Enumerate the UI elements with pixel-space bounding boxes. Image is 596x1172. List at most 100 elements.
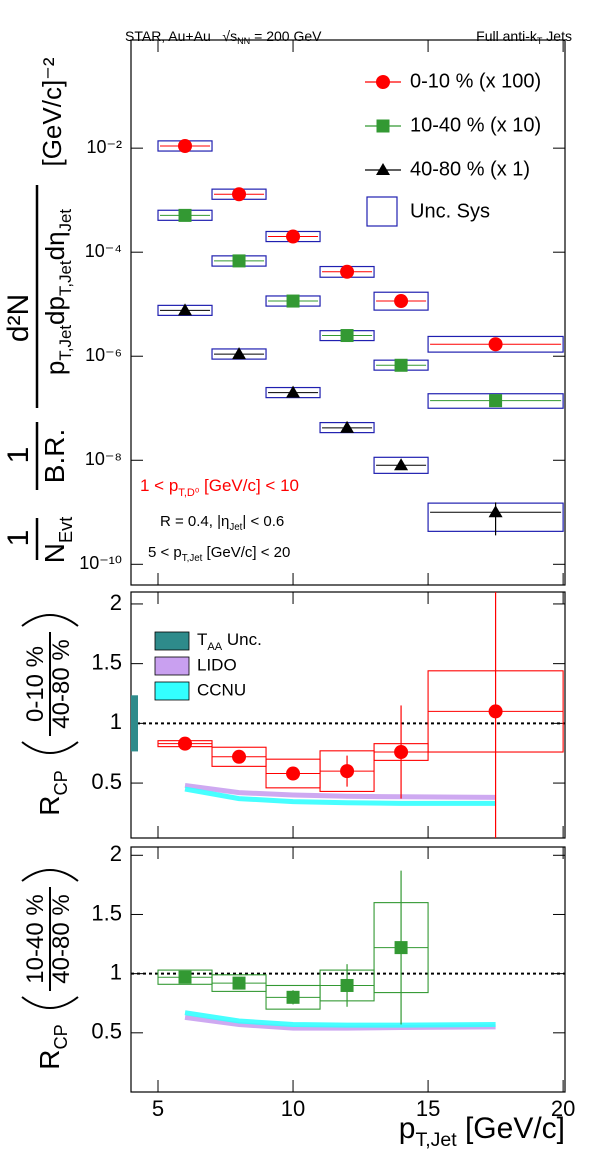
legend-swatch [154, 656, 190, 676]
legend-swatch [154, 631, 190, 651]
plot-area [157, 139, 564, 536]
text-part: T,D⁰ [178, 487, 200, 499]
text-part: [GeV/c] < 10 [199, 476, 299, 495]
legend-label: LIDO [197, 655, 237, 674]
y-tick-label: 10⁻¹⁰ [79, 553, 122, 573]
text-part: T,Jet [56, 325, 75, 361]
text-part: = 200 GeV [250, 28, 322, 44]
marker [286, 294, 300, 308]
marker [394, 358, 408, 372]
text-part: [GeV/c] < 20 [202, 544, 290, 561]
text-part: 1 [2, 530, 35, 547]
y-tick-label: 10⁻⁴ [85, 241, 122, 261]
text-part: dp [40, 296, 70, 325]
marker [394, 941, 408, 955]
y-label: NEvt [39, 517, 75, 564]
text-part: R = 0.4, |η [160, 513, 229, 530]
y-tick-label: 0.5 [91, 1019, 122, 1044]
y-tick-label: 10⁻⁸ [85, 449, 122, 469]
y-label: RCP [34, 770, 70, 816]
text-part: [GeV/c] [457, 1112, 565, 1145]
text-part: STAR, Au+Au √s [125, 28, 237, 44]
legend-label: TAA Unc. [197, 630, 262, 652]
marker [232, 749, 247, 764]
sys-box [373, 291, 429, 311]
marker [232, 254, 246, 268]
text-part: T [197, 630, 207, 649]
y-tick-label: 10⁻² [86, 137, 122, 157]
x-tick-label: 20 [551, 1096, 575, 1121]
text-part: Unc. [222, 630, 262, 649]
text-part: 10-40 % [22, 894, 49, 983]
marker [286, 229, 301, 244]
y-label: 10-40 % [22, 894, 49, 983]
y-label: RCP [34, 1024, 70, 1070]
legend-label: Unc. Sys [410, 200, 490, 222]
x-axis-title: pT,Jet [GeV/c] [399, 1112, 565, 1151]
text-part: NN [237, 36, 250, 46]
text-part: d²N [2, 294, 35, 342]
y-label: 1 [2, 530, 35, 547]
x-tick-label: 5 [152, 1096, 164, 1121]
legend-marker [376, 75, 390, 89]
legend-label: 0-10 % (x 100) [410, 70, 541, 92]
text-part: R [34, 1050, 65, 1070]
y-tick-label: 2 [110, 590, 122, 615]
annotation: 5 < pT,Jet [GeV/c] < 20 [148, 544, 290, 564]
plot-area [131, 592, 565, 838]
y-label: 0-10 % [22, 646, 49, 722]
marker [232, 347, 247, 360]
text-part: CP [51, 770, 71, 795]
text-part: N [39, 543, 70, 563]
marker [178, 208, 192, 222]
marker [394, 294, 409, 309]
text-part: 5 < p [148, 544, 182, 561]
parenthesis [21, 614, 79, 627]
text-part: dη [40, 231, 70, 260]
legend-label: 40-80 % (x 1) [410, 158, 530, 180]
marker [178, 736, 193, 751]
y-tick-label: 2 [110, 841, 122, 866]
marker [286, 385, 301, 398]
text-part: T,Jet [56, 260, 75, 296]
text-part: Jet [56, 209, 75, 232]
y-label: d²N [2, 294, 35, 342]
x-tick-label: 15 [416, 1096, 440, 1121]
marker [340, 764, 355, 779]
legend-label: CCNU [197, 680, 246, 699]
y-label: 40-80 % [48, 894, 75, 983]
text-part: CP [51, 1024, 71, 1049]
annotation: 1 < pT,D⁰ [GeV/c] < 10 [140, 476, 299, 498]
parenthesis [21, 996, 79, 1009]
sys-box [373, 456, 429, 474]
plot-frame [130, 846, 566, 1093]
y-label: B.R. [39, 429, 70, 483]
text-part: T,Jet [415, 1129, 457, 1151]
y-tick-label: 1.5 [91, 649, 122, 674]
marker [178, 303, 193, 316]
legend-marker [376, 163, 390, 175]
text-part: AA [207, 641, 222, 653]
marker [178, 970, 192, 984]
text-part: 1 [2, 447, 35, 464]
norm-unc-box [131, 695, 138, 752]
text-part: Evt [56, 517, 76, 543]
plot-frame [130, 39, 566, 586]
text-part: 1 < p [140, 476, 178, 495]
legend-label: 10-40 % (x 10) [410, 114, 541, 136]
model-curve [184, 1010, 496, 1028]
parenthesis [21, 869, 79, 882]
text-part: T,Jet [182, 553, 203, 564]
text-part: T [537, 36, 543, 46]
y-tick-label: 1.5 [91, 900, 122, 925]
marker [340, 978, 354, 992]
model-curve [184, 782, 496, 800]
text-part: 40-80 % [48, 894, 75, 983]
marker [178, 139, 193, 154]
marker [286, 990, 300, 1004]
plot-area [131, 870, 565, 1031]
text-part: Jets [542, 28, 572, 44]
